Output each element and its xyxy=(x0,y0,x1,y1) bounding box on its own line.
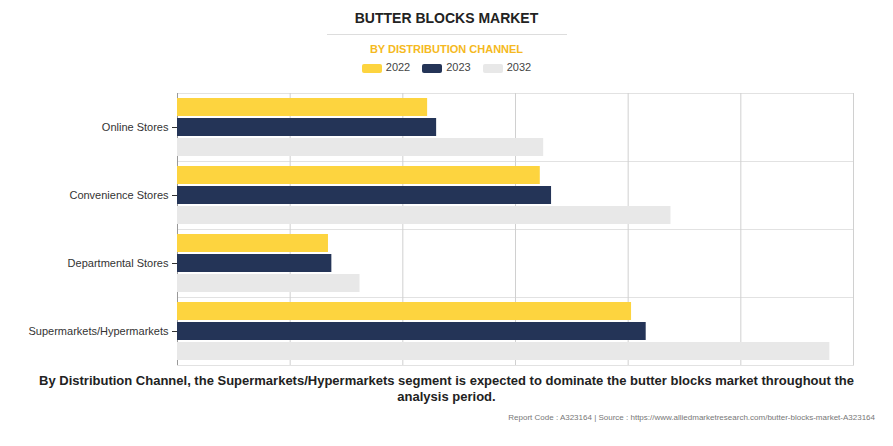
html-text:2022: 2022 xyxy=(385,61,411,73)
svg-text:Supermarkets/Hypermarkets: Supermarkets/Hypermarkets xyxy=(29,325,169,337)
html-text:2032: 2032 xyxy=(506,61,532,73)
html-text:BUTTER BLOCKS MARKET: BUTTER BLOCKS MARKET xyxy=(354,10,539,26)
html-text:BY DISTRIBUTION CHANNEL: BY DISTRIBUTION CHANNEL xyxy=(369,43,524,55)
html-text:2023: 2023 xyxy=(446,61,471,73)
html-text:Report Code : A323164 | Source: Report Code : A323164 | Source : https:/… xyxy=(508,413,875,422)
svg-text:Departmental Stores: Departmental Stores xyxy=(68,257,169,269)
svg-text:Convenience Stores: Convenience Stores xyxy=(69,189,169,201)
html-text:By Distribution Channel, the S: By Distribution Channel, the Supermarket… xyxy=(39,373,854,404)
svg-text:Online Stores: Online Stores xyxy=(102,121,169,133)
